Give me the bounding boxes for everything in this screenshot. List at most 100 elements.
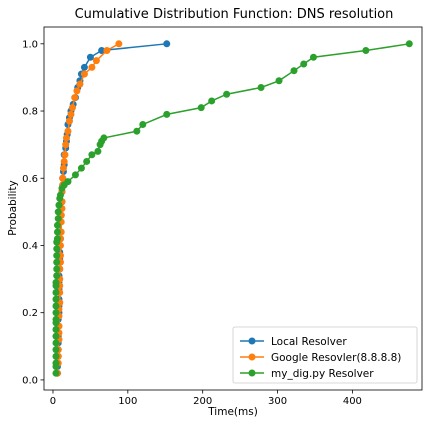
- plot-area: 0 100 200 300 400 0.0 0.2 0.4 0.6 0.8 1.0: [22, 26, 423, 407]
- data-point-my-dig-py-resolver: [52, 302, 60, 310]
- legend-entry-my-dig-resolver: my_dig.py Resolver: [240, 368, 374, 380]
- series-line-my-dig-py-resolver: [55, 43, 410, 374]
- data-point-my-dig-py-resolver: [52, 309, 60, 317]
- plot-frame: [43, 26, 423, 391]
- data-point-my-dig-py-resolver: [53, 245, 61, 253]
- data-point-my-dig-py-resolver: [83, 157, 91, 165]
- data-point-my-dig-py-resolver: [53, 228, 61, 236]
- data-point-my-dig-py-resolver: [54, 215, 62, 223]
- y-tick-label: 0.0: [22, 375, 38, 386]
- data-point-my-dig-py-resolver: [290, 67, 298, 75]
- data-point-google-resovler-8-8-8-8: [115, 40, 123, 48]
- data-point-google-resovler-8-8-8-8: [67, 110, 75, 118]
- data-point-google-resovler-8-8-8-8: [73, 87, 81, 95]
- data-point-local-resolver: [86, 53, 94, 61]
- data-point-my-dig-py-resolver: [94, 147, 102, 155]
- data-point-my-dig-py-resolver: [52, 369, 60, 377]
- data-point-google-resovler-8-8-8-8: [71, 94, 79, 102]
- data-point-my-dig-py-resolver: [88, 151, 96, 159]
- y-axis-label: Probability: [7, 180, 19, 236]
- data-point-my-dig-py-resolver: [52, 295, 60, 303]
- x-axis-ticks: 0 100 200 300 400: [50, 390, 362, 407]
- data-point-my-dig-py-resolver: [223, 90, 231, 98]
- x-axis-label: Time(ms): [207, 406, 258, 418]
- legend-marker-my-dig-resolver: [248, 369, 256, 377]
- data-point-my-dig-py-resolver: [53, 258, 61, 266]
- series-google-resovler-8-8-8-8: [53, 40, 123, 377]
- legend: Local Resolver Google Resovler(8.8.8.8) …: [232, 326, 418, 384]
- data-point-local-resolver: [98, 47, 106, 55]
- data-point-google-resovler-8-8-8-8: [92, 57, 100, 65]
- data-point-google-resovler-8-8-8-8: [80, 70, 88, 78]
- data-point-google-resovler-8-8-8-8: [76, 80, 84, 88]
- data-point-my-dig-py-resolver: [56, 191, 64, 199]
- y-tick-label: 1.0: [22, 39, 38, 50]
- data-point-my-dig-py-resolver: [52, 339, 60, 347]
- data-point-google-resovler-8-8-8-8: [59, 164, 67, 172]
- data-point-my-dig-py-resolver: [55, 201, 63, 209]
- data-point-my-dig-py-resolver: [52, 332, 60, 340]
- data-point-my-dig-py-resolver: [133, 127, 141, 135]
- data-point-my-dig-py-resolver: [52, 326, 60, 333]
- y-tick-label: 0.2: [22, 308, 38, 319]
- data-point-my-dig-py-resolver: [300, 60, 308, 68]
- data-point-my-dig-py-resolver: [71, 171, 79, 179]
- data-point-my-dig-py-resolver: [163, 110, 171, 118]
- x-tick-label: 100: [118, 396, 137, 407]
- legend-marker-google-resolver: [248, 353, 256, 361]
- legend-entry-local-resolver: Local Resolver: [240, 336, 347, 348]
- data-point-my-dig-py-resolver: [257, 84, 265, 91]
- legend-box: [232, 326, 418, 384]
- data-point-my-dig-py-resolver: [208, 97, 216, 105]
- series-my-dig-py-resolver: [52, 40, 413, 377]
- data-point-google-resovler-8-8-8-8: [60, 157, 68, 165]
- series-local-resolver: [53, 40, 171, 377]
- data-point-google-resovler-8-8-8-8: [62, 134, 70, 142]
- data-point-google-resovler-8-8-8-8: [88, 63, 96, 71]
- data-point-my-dig-py-resolver: [52, 278, 60, 286]
- y-tick-label: 0.8: [22, 107, 38, 118]
- data-point-my-dig-py-resolver: [362, 47, 370, 55]
- y-tick-label: 0.6: [22, 174, 38, 185]
- data-point-local-resolver: [80, 63, 88, 71]
- data-point-my-dig-py-resolver: [53, 265, 61, 273]
- data-point-google-resovler-8-8-8-8: [64, 127, 72, 135]
- data-point-my-dig-py-resolver: [139, 120, 147, 128]
- series-line-google-resovler-8-8-8-8: [56, 43, 120, 374]
- data-point-my-dig-py-resolver: [53, 221, 61, 229]
- x-tick-label: 300: [268, 396, 287, 407]
- x-tick-label: 400: [343, 396, 362, 407]
- data-point-my-dig-py-resolver: [309, 53, 317, 61]
- data-point-my-dig-py-resolver: [100, 134, 108, 142]
- chart-title: Cumulative Distribution Function: DNS re…: [75, 7, 394, 22]
- data-point-my-dig-py-resolver: [52, 352, 60, 360]
- data-point-local-resolver: [163, 40, 171, 48]
- data-point-google-resovler-8-8-8-8: [61, 151, 69, 159]
- data-point-my-dig-py-resolver: [54, 208, 62, 216]
- data-point-my-dig-py-resolver: [275, 77, 283, 85]
- y-tick-label: 0.4: [22, 241, 38, 252]
- data-point-my-dig-py-resolver: [52, 346, 60, 354]
- legend-label-my-dig-resolver: my_dig.py Resolver: [271, 368, 374, 380]
- data-point-my-dig-py-resolver: [77, 164, 85, 172]
- data-point-my-dig-py-resolver: [53, 235, 61, 243]
- legend-label-local-resolver: Local Resolver: [271, 336, 347, 348]
- data-point-my-dig-py-resolver: [64, 178, 72, 186]
- series-line-local-resolver: [56, 43, 167, 374]
- data-point-my-dig-py-resolver: [53, 252, 61, 260]
- legend-label-google-resolver: Google Resovler(8.8.8.8): [271, 352, 401, 364]
- data-point-google-resovler-8-8-8-8: [59, 174, 67, 182]
- legend-marker-local-resolver: [248, 337, 256, 345]
- data-point-google-resovler-8-8-8-8: [65, 117, 73, 125]
- data-point-my-dig-py-resolver: [52, 315, 60, 323]
- legend-entry-google-resolver: Google Resovler(8.8.8.8): [240, 352, 401, 364]
- data-point-my-dig-py-resolver: [52, 359, 60, 367]
- data-point-google-resovler-8-8-8-8: [62, 141, 70, 149]
- x-tick-label: 0: [50, 396, 56, 407]
- data-point-google-resovler-8-8-8-8: [103, 47, 111, 55]
- data-point-my-dig-py-resolver: [53, 272, 61, 280]
- data-point-my-dig-py-resolver: [405, 40, 413, 48]
- data-point-my-dig-py-resolver: [52, 289, 60, 297]
- y-axis-ticks: 0.0 0.2 0.4 0.6 0.8 1.0: [22, 39, 44, 386]
